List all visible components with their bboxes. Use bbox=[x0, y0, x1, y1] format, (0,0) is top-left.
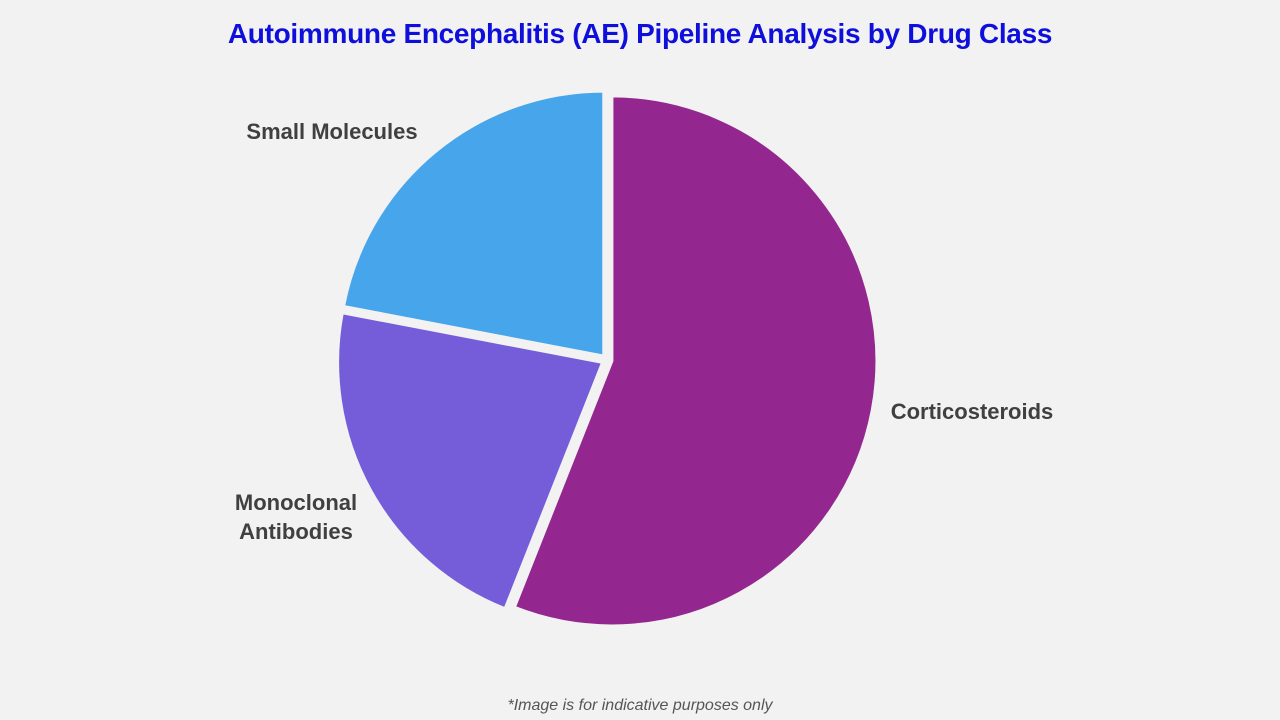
label-monoclonal-line1: Monoclonal bbox=[234, 490, 358, 515]
slice-monoclonal-antibodies bbox=[336, 310, 605, 611]
slice-small-molecules bbox=[341, 89, 606, 358]
label-monoclonal-antibodies: Monoclonal Antibodies bbox=[196, 488, 396, 546]
slice-corticosteroids bbox=[512, 94, 879, 628]
label-corticosteroids: Corticosteroids bbox=[890, 399, 1054, 424]
label-monoclonal-line2: Antibodies bbox=[239, 519, 353, 544]
footnote: *Image is for indicative purposes only bbox=[507, 697, 773, 714]
chart-title: Autoimmune Encephalitis (AE) Pipeline An… bbox=[227, 18, 1053, 49]
label-small-molecules: Small Molecules bbox=[246, 119, 418, 144]
